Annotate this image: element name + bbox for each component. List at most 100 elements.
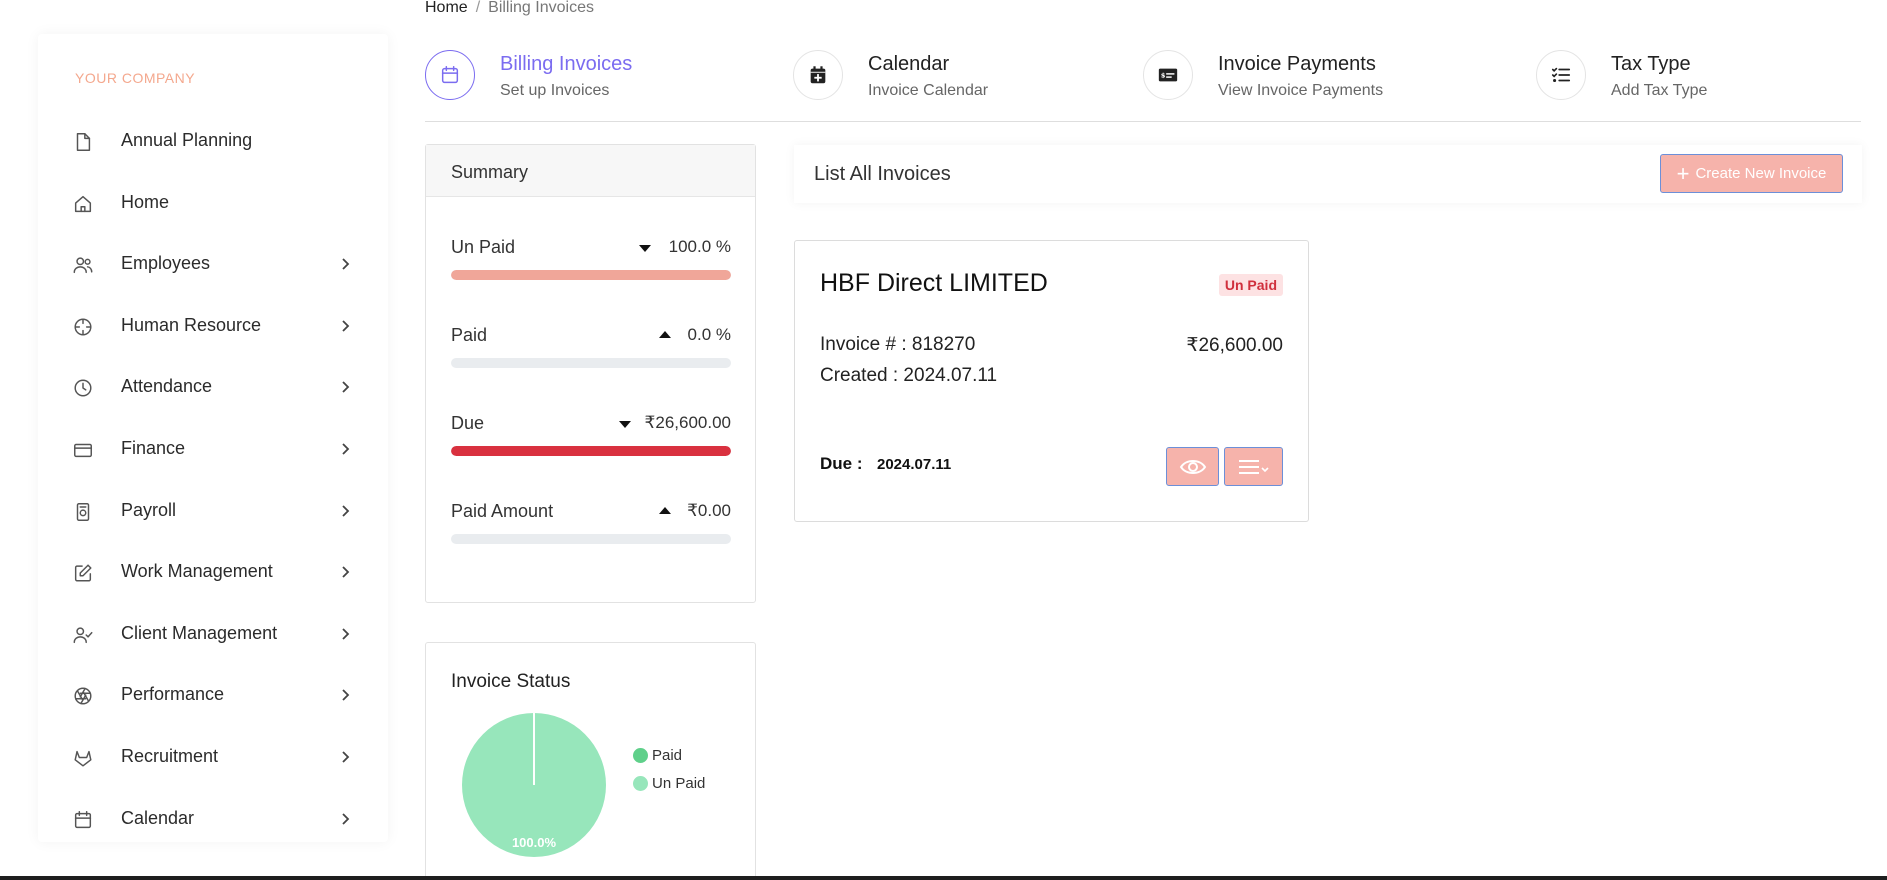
tab-title: Billing Invoices — [500, 53, 633, 75]
chevron-right-icon — [336, 439, 356, 459]
sidebar-item-finance[interactable]: Finance — [38, 429, 388, 469]
metric-value: ₹26,600.00 — [644, 413, 731, 432]
pie-chart: 100.0% — [462, 713, 606, 857]
sidebar: YOUR COMPANY Annual Planning Home Employee… — [38, 34, 388, 842]
sidebar-item-label: Annual Planning — [121, 130, 253, 150]
invoice-due-value: 2024.07.11 — [877, 456, 952, 473]
eye-icon — [1179, 459, 1206, 474]
sidebar-item-employees[interactable]: Employees — [38, 244, 388, 284]
legend-dot — [633, 748, 648, 763]
breadcrumb: Home / Billing Invoices — [425, 0, 594, 17]
progress-track — [451, 270, 731, 280]
invoice-created: Created : 2024.07.11 — [820, 365, 998, 386]
user-check-icon — [72, 624, 94, 646]
edit-icon — [72, 562, 94, 584]
chevron-right-icon — [336, 316, 356, 336]
payroll-icon — [72, 501, 94, 523]
sidebar-item-annual-planning[interactable]: Annual Planning — [38, 121, 388, 161]
breadcrumb-separator: / — [475, 0, 481, 16]
tab-subtitle: Set up Invoices — [500, 82, 610, 99]
legend-item-paid[interactable]: Paid — [633, 747, 705, 764]
sidebar-item-client-management[interactable]: Client Management — [38, 614, 388, 654]
invoice-company: HBF Direct LIMITED — [820, 269, 1048, 297]
legend-label: Un Paid — [652, 775, 706, 792]
sidebar-item-label: Payroll — [121, 499, 177, 520]
metric-label: Un Paid — [451, 237, 516, 257]
sidebar-item-label: Attendance — [121, 376, 213, 397]
create-invoice-button[interactable]: + Create New Invoice — [1660, 154, 1843, 193]
chevron-right-icon — [336, 501, 356, 521]
list-check-icon — [1536, 50, 1586, 100]
caret-down-icon — [619, 421, 631, 428]
sidebar-item-label: Recruitment — [121, 746, 219, 766]
calendar-plus-icon — [793, 50, 843, 100]
gitlab-icon — [72, 747, 94, 769]
sidebar-item-performance[interactable]: Performance — [38, 675, 388, 715]
progress-fill — [451, 270, 731, 280]
sidebar-item-payroll[interactable]: Payroll — [38, 491, 388, 531]
calendar-icon — [72, 809, 94, 831]
legend-dot — [633, 776, 648, 791]
sidebar-item-label: Performance — [121, 684, 225, 705]
sidebar-item-work-management[interactable]: Work Management — [38, 552, 388, 592]
tab-divider — [425, 121, 1861, 122]
svg-text:$: $ — [1161, 71, 1166, 79]
chevron-right-icon — [336, 685, 356, 705]
invoice-list-header: List All Invoices + Create New Invoice — [794, 145, 1862, 203]
tab-title: Calendar — [868, 53, 950, 75]
chevron-right-icon — [336, 254, 356, 274]
calendar-outline-icon — [425, 50, 475, 100]
credit-card-icon — [72, 439, 94, 461]
legend-item-unpaid[interactable]: Un Paid — [633, 775, 705, 792]
sidebar-item-label: Human Resource — [121, 314, 262, 335]
invoice-card: HBF Direct LIMITED Un Paid Invoice # : 8… — [794, 240, 1309, 522]
status-badge: Un Paid — [1218, 274, 1283, 296]
caret-down-icon — [639, 245, 651, 252]
crosshair-icon — [72, 316, 94, 338]
tab-subtitle: View Invoice Payments — [1218, 82, 1384, 99]
chevron-right-icon — [336, 809, 356, 829]
clock-icon — [72, 377, 94, 399]
breadcrumb-home[interactable]: Home — [425, 0, 468, 16]
caret-up-icon — [659, 507, 671, 514]
metric-value: 100.0 % — [668, 237, 731, 256]
pie-svg: 100.0% — [462, 713, 606, 857]
money-check-icon: $ — [1143, 50, 1193, 100]
metric-due: Due ₹26,600.00 — [451, 413, 731, 456]
aperture-icon — [72, 685, 94, 707]
summary-title: Summary — [426, 145, 755, 197]
sidebar-item-recruitment[interactable]: Recruitment — [38, 737, 388, 777]
sidebar-item-label: Finance — [121, 438, 186, 458]
metric-value: ₹0.00 — [687, 501, 731, 520]
caret-up-icon — [659, 331, 671, 338]
sidebar-item-label: Home — [121, 191, 170, 212]
window-bottom-border — [0, 876, 1887, 880]
pie-slice-label: 100.0% — [512, 835, 557, 850]
metric-label: Due — [451, 413, 485, 433]
chevron-right-icon — [336, 562, 356, 582]
view-invoice-button[interactable] — [1166, 447, 1219, 486]
metric-paid: Paid 0.0 % — [451, 325, 731, 368]
progress-fill — [451, 446, 731, 456]
invoice-due-label: Due : — [820, 454, 863, 473]
legend-label: Paid — [652, 747, 683, 764]
users-icon — [72, 254, 94, 276]
chevron-right-icon — [336, 624, 356, 644]
metric-label: Paid — [451, 325, 488, 345]
sidebar-item-attendance[interactable]: Attendance — [38, 367, 388, 407]
home-icon — [72, 193, 94, 215]
sidebar-item-calendar[interactable]: Calendar — [38, 799, 388, 839]
sidebar-item-human-resource[interactable]: Human Resource — [38, 306, 388, 346]
menu-dropdown-icon — [1238, 459, 1269, 474]
tab-subtitle: Invoice Calendar — [868, 82, 989, 99]
file-icon — [72, 131, 94, 153]
invoice-amount: ₹26,600.00 — [1186, 335, 1283, 356]
sidebar-item-label: Work Management — [121, 561, 273, 582]
invoice-menu-button[interactable] — [1224, 447, 1283, 486]
metric-value: 0.0 % — [687, 325, 731, 344]
sidebar-item-home[interactable]: Home — [38, 183, 388, 223]
pie-legend: Paid Un Paid — [633, 747, 705, 803]
tab-title: Tax Type — [1611, 53, 1691, 75]
list-title: List All Invoices — [814, 163, 951, 185]
metric-paid-amount: Paid Amount ₹0.00 — [451, 501, 731, 544]
